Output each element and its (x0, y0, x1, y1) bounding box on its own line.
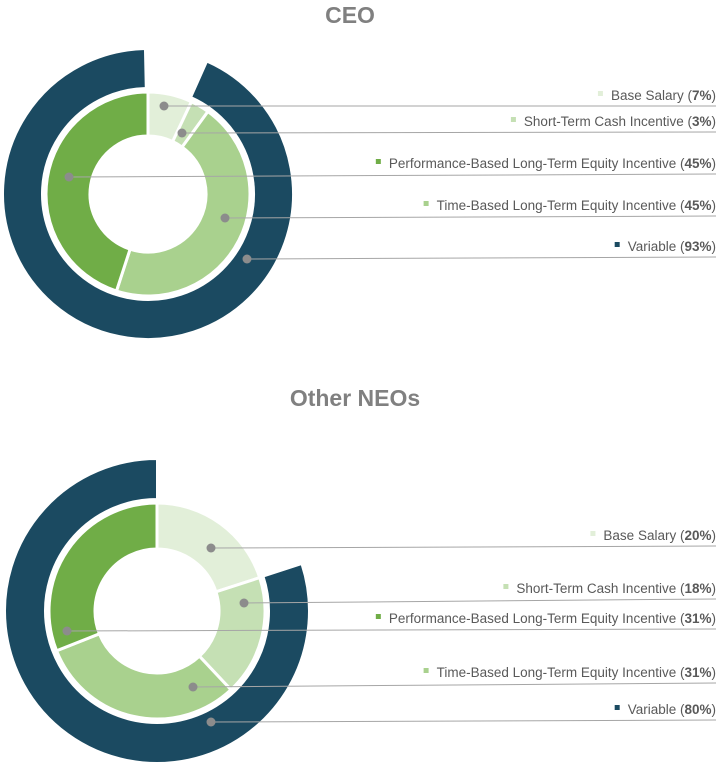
neo-legend: Base Salary (20%) Short-Term Cash Incenti… (62, 528, 717, 727)
neo-slice-variable (4, 457, 310, 764)
ceo-legend-label-performance-based-long-term-equity-incentive: Performance-Based Long-Term Equity Incen… (389, 156, 716, 171)
ceo-leader-dot-variable (242, 254, 252, 264)
ceo-legend-label-base-salary: Base Salary (7%) (611, 88, 716, 103)
neo-donut-chart (4, 457, 310, 764)
ceo-leader-time-based-long-term-equity-incentive (224, 215, 717, 219)
neo-leader-dot-base-salary (206, 543, 216, 553)
neo-chart-title: Other NEOs (290, 385, 420, 411)
neo-legend-swatch-performance-based-long-term-equity-incentive (375, 614, 381, 619)
ceo-leader-dot-time-based-long-term-equity-incentive (220, 213, 230, 223)
ceo-leader-dot-performance-based-long-term-equity-incentive (64, 172, 74, 182)
ceo-leader-dot-short-term-cash-incentive (177, 128, 187, 138)
ceo-legend-swatch-time-based-long-term-equity-incentive (423, 201, 429, 206)
neo-leader-variable (210, 719, 717, 723)
ceo-leader-dot-base-salary (159, 101, 169, 111)
neo-legend-label-variable: Variable (80%) (628, 702, 716, 717)
neo-leader-short-term-cash-incentive (243, 598, 717, 604)
neo-legend-label-performance-based-long-term-equity-incentive: Performance-Based Long-Term Equity Incen… (389, 611, 716, 626)
ceo-donut-chart (2, 48, 294, 340)
ceo-slice-performance-based-long-term-equity-incentive (44, 90, 150, 293)
neo-legend-label-base-salary: Base Salary (20%) (603, 528, 716, 543)
ceo-leader-short-term-cash-incentive (181, 131, 717, 134)
neo-legend-label-time-based-long-term-equity-incentive: Time-Based Long-Term Equity Incentive (3… (437, 665, 716, 680)
neo-leader-time-based-long-term-equity-incentive (192, 682, 717, 688)
ceo-legend-swatch-variable (614, 242, 620, 247)
ceo-chart-title: CEO (325, 2, 375, 28)
neo-slice-time-based-long-term-equity-incentive (54, 631, 234, 721)
ceo-legend-label-variable: Variable (93%) (628, 239, 716, 254)
neo-leader-performance-based-long-term-equity-incentive (66, 628, 717, 632)
ceo-legend-swatch-short-term-cash-incentive (510, 117, 516, 122)
neo-leader-dot-time-based-long-term-equity-incentive (188, 682, 198, 692)
ceo-legend-label-short-term-cash-incentive: Short-Term Cash Incentive (3%) (524, 114, 716, 129)
ceo-leader-variable (246, 256, 717, 260)
neo-legend-swatch-short-term-cash-incentive (503, 584, 509, 589)
neo-leader-base-salary (210, 545, 717, 549)
ceo-slice-time-based-long-term-equity-incentive (114, 109, 252, 298)
neo-legend-swatch-base-salary (590, 531, 596, 536)
neo-legend-label-short-term-cash-incentive: Short-Term Cash Incentive (18%) (516, 581, 716, 596)
ceo-legend-swatch-performance-based-long-term-equity-incentive (375, 159, 381, 164)
neo-leader-dot-performance-based-long-term-equity-incentive (62, 626, 72, 636)
ceo-leader-performance-based-long-term-equity-incentive (68, 173, 717, 178)
ceo-legend: Base Salary (7%) Short-Term Cash Incentiv… (64, 88, 717, 264)
neo-legend-swatch-variable (614, 705, 620, 710)
neo-legend-swatch-time-based-long-term-equity-incentive (423, 668, 429, 673)
ceo-legend-swatch-base-salary (597, 91, 603, 96)
neo-leader-dot-short-term-cash-incentive (239, 598, 249, 608)
ceo-slice-variable (2, 48, 294, 340)
neo-leader-dot-variable (206, 717, 216, 727)
neo-slice-performance-based-long-term-equity-incentive (47, 501, 159, 653)
ceo-legend-label-time-based-long-term-equity-incentive: Time-Based Long-Term Equity Incentive (4… (437, 198, 716, 213)
